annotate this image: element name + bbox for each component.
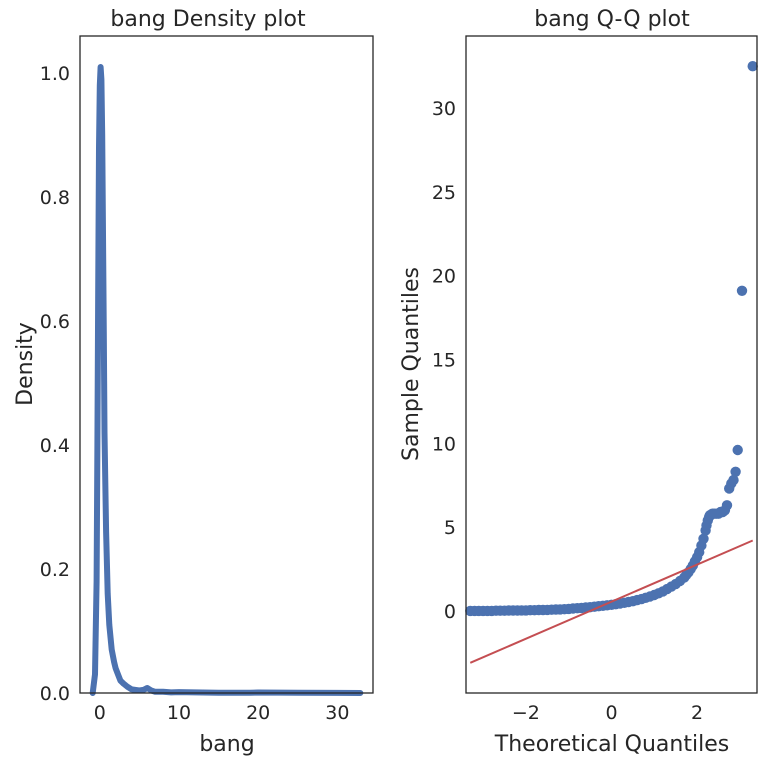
density-curve	[89, 64, 364, 696]
qq-x-ticks: −2 0 2	[512, 702, 703, 724]
density-y-ticks: 0.0 0.2 0.4 0.6 0.8 1.0	[40, 63, 70, 705]
density-plot-area	[89, 64, 364, 696]
density-x-axis-label: bang	[199, 732, 254, 757]
qq-point	[721, 500, 733, 511]
qq-x-tick-label: 0	[605, 702, 617, 724]
qq-plot-frame	[465, 35, 758, 694]
density-x-tick-label: 0	[94, 702, 106, 724]
density-x-tick-label: 10	[167, 702, 191, 724]
qq-point	[747, 60, 758, 72]
qq-y-axis-label: Sample Quantiles	[399, 267, 424, 461]
qq-y-tick-label: 15	[432, 349, 456, 371]
qq-y-tick-label: 10	[432, 433, 456, 455]
qq-point	[728, 474, 739, 486]
density-x-tick-label: 30	[325, 702, 349, 724]
qq-y-ticks: 0 5 10 15 20 25 30	[432, 98, 456, 623]
qq-x-tick-label: −2	[512, 702, 540, 724]
qq-plot-panel: bang Q-Q plot −2 0 2 0 5 10 15 20 25 30 Theoreti…	[399, 7, 758, 757]
density-x-ticks: 0 10 20 30	[94, 702, 350, 724]
qq-x-axis-label: Theoretical Quantiles	[494, 732, 729, 757]
qq-point	[736, 285, 748, 296]
density-y-tick-label: 1.0	[40, 63, 70, 85]
qq-plot-title: bang Q-Q plot	[534, 7, 690, 32]
qq-y-tick-label: 20	[432, 266, 456, 288]
qq-x-tick-label: 2	[691, 702, 703, 724]
qq-y-tick-label: 0	[444, 601, 456, 623]
density-x-tick-label: 20	[246, 702, 270, 724]
density-plot-frame	[79, 35, 374, 694]
density-y-tick-label: 0.8	[40, 187, 70, 209]
qq-plot-area	[465, 60, 758, 664]
density-y-axis-label: Density	[13, 322, 38, 406]
qq-reference-line	[469, 539, 754, 664]
density-y-tick-label: 0.0	[40, 683, 70, 705]
qq-y-tick-label: 30	[432, 98, 456, 120]
qq-point	[698, 533, 709, 544]
density-y-tick-label: 0.2	[40, 559, 70, 581]
qq-point	[732, 444, 743, 456]
density-y-tick-label: 0.4	[40, 435, 70, 457]
qq-y-tick-label: 25	[432, 182, 456, 204]
qq-y-tick-label: 5	[444, 517, 456, 539]
density-plot-title: bang Density plot	[110, 7, 306, 32]
qq-point	[730, 466, 741, 477]
density-y-tick-label: 0.6	[40, 311, 70, 333]
density-plot-panel: bang Density plot 0 10 20 30 0.00.20.40.60.…	[13, 7, 374, 757]
